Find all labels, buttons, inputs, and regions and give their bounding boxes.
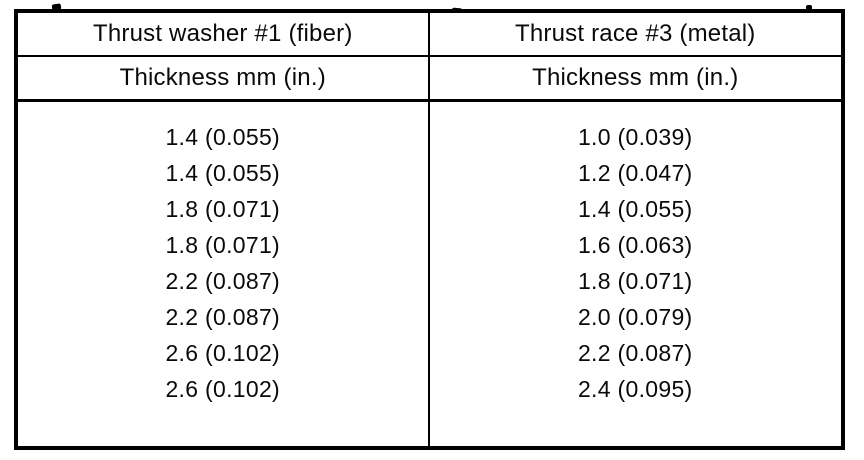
thickness-value: 1.0 (0.039) <box>577 124 693 150</box>
thickness-value: 2.6 (0.102) <box>165 376 281 402</box>
thickness-table: Thrust washer #1 (fiber) Thickness mm (i… <box>14 9 845 450</box>
thickness-value: 1.8 (0.071) <box>577 268 693 294</box>
thickness-value: 2.2 (0.087) <box>577 340 693 366</box>
value-list-thrust-race: 1.0 (0.039) 1.2 (0.047) 1.4 (0.055) 1.6 … <box>430 102 842 446</box>
thickness-value: 2.2 (0.087) <box>165 268 281 294</box>
thickness-value: 1.6 (0.063) <box>577 232 693 258</box>
thickness-value: 2.6 (0.102) <box>165 340 281 366</box>
scan-artifact <box>806 5 812 10</box>
thickness-value: 1.8 (0.071) <box>165 232 281 258</box>
thickness-value: 1.4 (0.055) <box>165 124 281 150</box>
column-subheader-thrust-washer: Thickness mm (in.) <box>18 57 428 102</box>
column-header-thrust-washer: Thrust washer #1 (fiber) <box>18 13 428 57</box>
thickness-value: 2.0 (0.079) <box>577 304 693 330</box>
thickness-value: 2.2 (0.087) <box>165 304 281 330</box>
column-header-thrust-race: Thrust race #3 (metal) <box>429 13 841 57</box>
column-thrust-washer: Thrust washer #1 (fiber) Thickness mm (i… <box>18 13 430 446</box>
thickness-value: 1.4 (0.055) <box>577 196 693 222</box>
thickness-value: 1.4 (0.055) <box>165 160 281 186</box>
value-list-thrust-washer: 1.4 (0.055) 1.4 (0.055) 1.8 (0.071) 1.8 … <box>18 102 428 446</box>
thickness-value: 2.4 (0.095) <box>577 376 693 402</box>
column-subheader-thrust-race: Thickness mm (in.) <box>429 57 841 102</box>
thickness-value: 1.8 (0.071) <box>165 196 281 222</box>
column-thrust-race: Thrust race #3 (metal) Thickness mm (in.… <box>429 13 842 446</box>
thickness-value: 1.2 (0.047) <box>577 160 693 186</box>
